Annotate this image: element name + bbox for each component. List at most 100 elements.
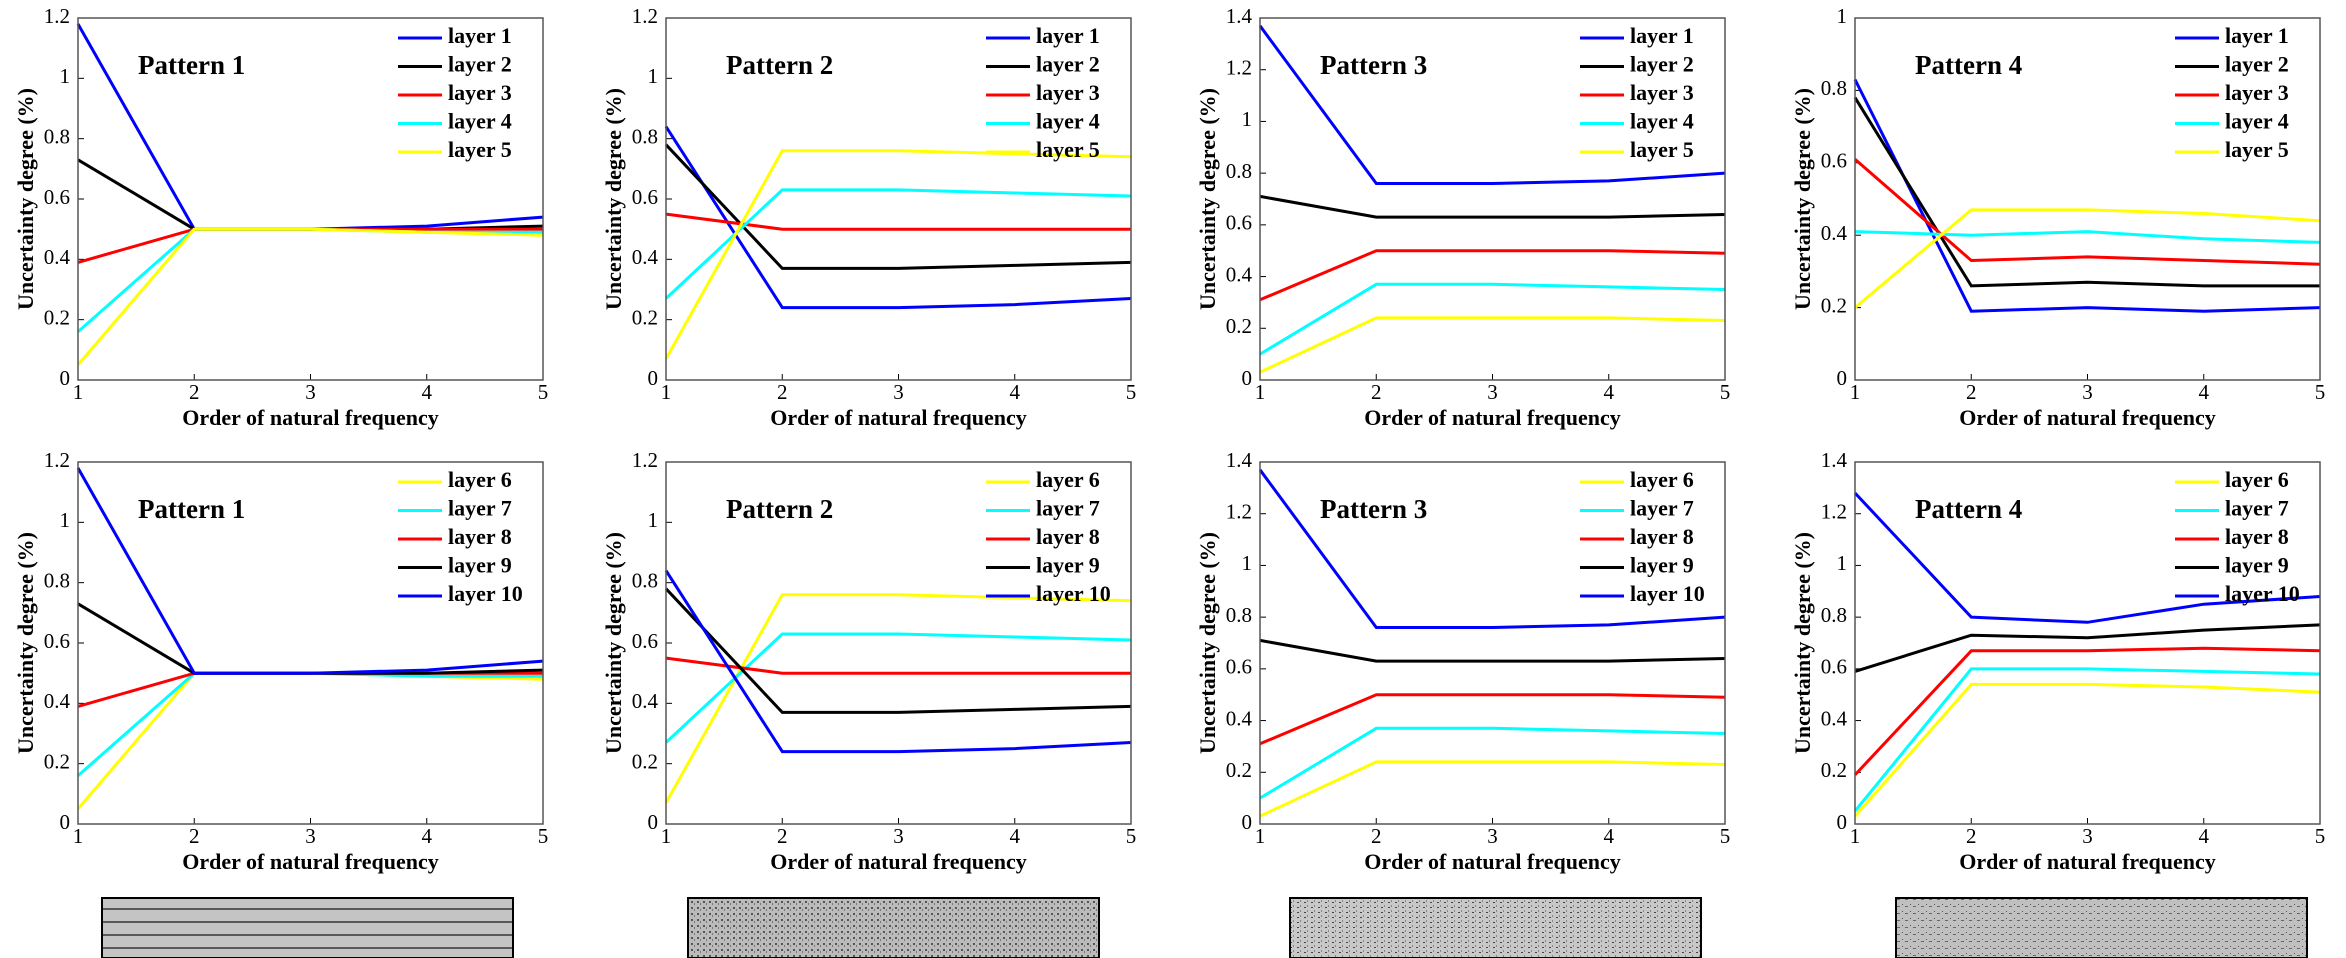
x-tick-label: 3 [305, 824, 316, 848]
y-axis-label: Uncertainty degree (%) [601, 88, 626, 310]
legend-label: layer 9 [1036, 553, 1100, 578]
legend-label: layer 5 [1630, 137, 1694, 162]
y-tick-label: 1 [648, 508, 659, 532]
x-tick-label: 3 [2082, 824, 2093, 848]
y-tick-label: 1.2 [44, 448, 70, 472]
x-axis-label: Order of natural frequency [182, 405, 438, 430]
data-line [664, 125, 1132, 310]
chart-panel: 0 0.2 0.4 0.6 0.8 1 1.2 1 2 3 4 5 Order of natural f… [601, 4, 1136, 430]
x-tick-label: 4 [2199, 824, 2210, 848]
x-tick-label: 4 [1010, 824, 1021, 848]
legend-label: layer 10 [2225, 581, 2300, 606]
y-tick-label: 0 [60, 366, 71, 390]
x-tick-label: 1 [661, 380, 672, 404]
x-tick-label: 1 [1255, 380, 1266, 404]
y-tick-label: 1.2 [1226, 56, 1252, 80]
panel-title: Pattern 2 [726, 494, 833, 524]
y-tick-label: 0.4 [1821, 706, 1848, 730]
legend-label: layer 3 [2225, 80, 2289, 105]
data-line [1853, 96, 2320, 288]
y-tick-label: 0.4 [632, 689, 659, 713]
x-axis-label: Order of natural frequency [1959, 405, 2215, 430]
texture-pattern-4 [1895, 897, 2308, 958]
data-line [1854, 623, 2321, 673]
x-axis-label: Order of natural frequency [182, 849, 438, 874]
data-line [1259, 194, 1726, 219]
chart-panel: 0 0.2 0.4 0.6 0.8 1 1.2 1 2 3 4 5 Order of natural f… [13, 4, 548, 430]
panel-title: Pattern 3 [1320, 50, 1427, 80]
plot-area [1855, 18, 2320, 380]
data-line [1258, 468, 1726, 629]
axes-box [1259, 17, 1726, 381]
y-axis-label: Uncertainty degree (%) [1790, 532, 1815, 754]
x-tick-label: 5 [1720, 380, 1731, 404]
y-tick-label: 0.6 [44, 629, 70, 653]
legend-label: layer 1 [2225, 23, 2289, 48]
panel-title: Pattern 4 [1915, 50, 2022, 80]
axes-box [665, 17, 1132, 381]
y-tick-label: 0.2 [1821, 293, 1847, 317]
x-tick-label: 5 [2315, 380, 2326, 404]
data-line [76, 227, 544, 366]
y-tick-label: 0.2 [44, 305, 70, 329]
y-tick-label: 0 [1837, 810, 1848, 834]
y-tick-label: 0.8 [44, 124, 70, 148]
legend-label: layer 8 [448, 524, 512, 549]
y-tick-label: 0 [1242, 366, 1253, 390]
legend-label: layer 7 [1036, 496, 1100, 521]
axes-box [77, 17, 544, 381]
x-tick-label: 2 [1371, 380, 1382, 404]
x-tick-label: 5 [1126, 824, 1137, 848]
y-tick-label: 0.6 [632, 185, 658, 209]
axes-box [665, 461, 1132, 825]
x-tick-label: 5 [1126, 380, 1137, 404]
plot-area [1855, 462, 2320, 824]
y-tick-label: 0.8 [44, 568, 70, 592]
legend-label: layer 7 [448, 496, 512, 521]
legend-label: layer 10 [1630, 581, 1705, 606]
data-line [664, 587, 1132, 714]
data-line [665, 656, 1131, 675]
chart-panel: 0 0.2 0.4 0.6 0.8 1 1.2 1.4 1 2 3 4 5 Order of natura… [1195, 4, 1730, 430]
plot-area [666, 462, 1131, 824]
data-line [1854, 230, 2321, 244]
x-tick-label: 2 [777, 824, 788, 848]
chart-panel: 0 0.2 0.4 0.6 0.8 1 1.2 1.4 1 2 3 4 5 Order of natura… [1195, 448, 1730, 874]
x-tick-label: 4 [2199, 380, 2210, 404]
legend-label: layer 8 [1630, 524, 1694, 549]
legend-label: layer 1 [1036, 23, 1100, 48]
y-tick-label: 0.4 [1226, 706, 1253, 730]
plot-area [78, 18, 543, 380]
x-tick-label: 3 [1487, 380, 1498, 404]
y-tick-label: 1 [1242, 107, 1253, 131]
y-tick-label: 1.2 [44, 4, 70, 28]
data-line [76, 467, 544, 675]
x-tick-label: 4 [1604, 824, 1615, 848]
y-tick-label: 0.2 [632, 749, 658, 773]
data-line [664, 188, 1132, 300]
y-tick-label: 0.2 [1821, 758, 1847, 782]
y-tick-label: 0.6 [632, 629, 658, 653]
x-tick-label: 5 [538, 824, 549, 848]
x-axis-label: Order of natural frequency [1364, 405, 1620, 430]
y-tick-label: 1 [60, 508, 71, 532]
legend-label: layer 6 [448, 467, 512, 492]
legend-label: layer 6 [2225, 467, 2289, 492]
chart-panel: 0 0.2 0.4 0.6 0.8 1 1.2 1 2 3 4 5 Order of natural f… [13, 448, 548, 874]
y-tick-label: 0.4 [44, 245, 71, 269]
data-line [1259, 316, 1726, 374]
x-tick-label: 2 [1966, 824, 1977, 848]
y-axis-label: Uncertainty degree (%) [1195, 88, 1220, 310]
x-tick-label: 2 [777, 380, 788, 404]
data-line [1854, 208, 2321, 309]
y-tick-label: 0.8 [632, 124, 658, 148]
legend-label: layer 9 [1630, 553, 1694, 578]
data-line [664, 149, 1132, 360]
x-tick-label: 1 [1850, 824, 1861, 848]
legend-label: layer 2 [2225, 52, 2289, 77]
legend-label: layer 2 [448, 52, 512, 77]
x-tick-label: 1 [661, 824, 672, 848]
axes-box [1854, 461, 2321, 825]
legend-label: layer 4 [448, 109, 512, 134]
